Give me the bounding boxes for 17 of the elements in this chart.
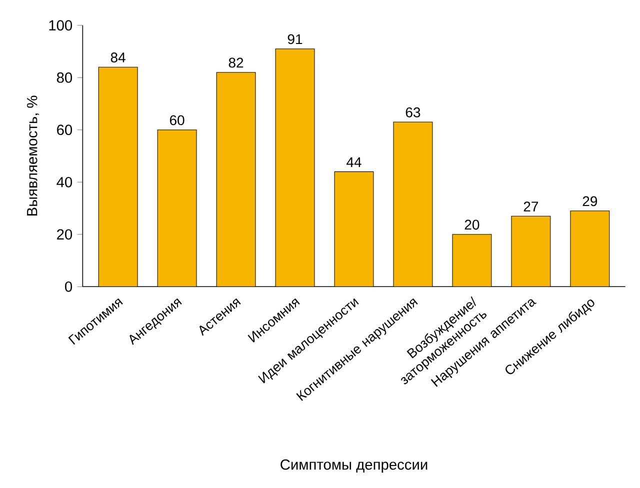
data-label: 82 bbox=[228, 58, 244, 68]
y-tick-label: 100 bbox=[49, 20, 72, 31]
data-label: 29 bbox=[582, 196, 598, 206]
data-label: 44 bbox=[346, 157, 362, 167]
x-axis-title: Симптомы депрессии bbox=[280, 459, 428, 473]
data-label: 63 bbox=[406, 107, 420, 118]
y-tick-label: 0 bbox=[65, 281, 72, 292]
y-tick-label: 60 bbox=[57, 124, 72, 136]
y-tick-label: 20 bbox=[57, 229, 72, 240]
y-axis-title: Выявляемость, % bbox=[26, 96, 40, 216]
data-label: 27 bbox=[524, 202, 538, 212]
y-tick-label: 80 bbox=[56, 72, 72, 83]
data-label: 60 bbox=[170, 115, 184, 126]
y-tick-label: 40 bbox=[56, 176, 72, 188]
data-label: 84 bbox=[110, 52, 126, 62]
data-label: 91 bbox=[288, 34, 302, 44]
data-label: 20 bbox=[464, 220, 480, 230]
